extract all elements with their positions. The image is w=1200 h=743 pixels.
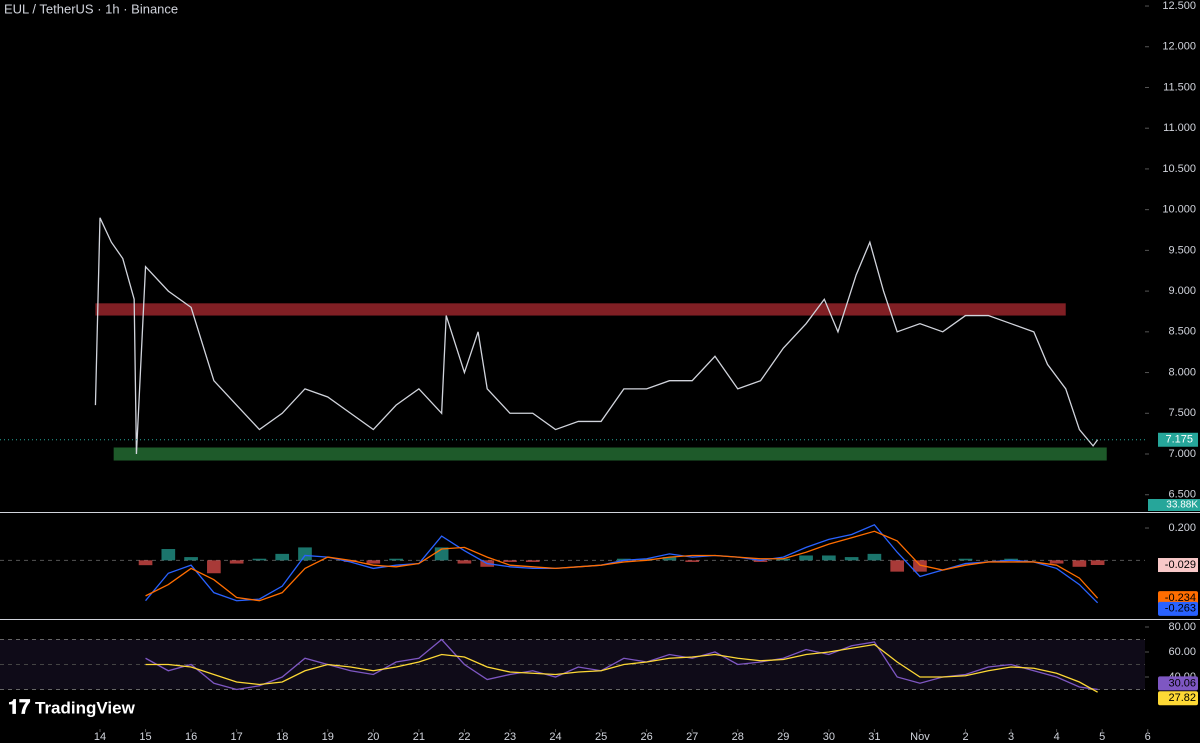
y-tick-label: 80.00 [1168, 621, 1196, 633]
x-tick-label: 31 [868, 731, 880, 743]
histogram-bar [639, 558, 654, 561]
y-tick-label: 60.00 [1168, 646, 1196, 658]
price-tag-label: -0.029 [1165, 559, 1196, 571]
y-tick-label: 6.500 [1168, 489, 1196, 501]
histogram-bar [184, 557, 198, 561]
price-tag [1158, 558, 1198, 573]
y-tick-label: 10.000 [1162, 204, 1196, 216]
histogram-bar [457, 560, 472, 564]
volume-tag [1148, 499, 1200, 511]
x-tick-label: 14 [94, 731, 106, 743]
x-tick-label: 15 [139, 731, 151, 743]
x-tick-label: 16 [185, 731, 197, 743]
price-tag-label: -0.263 [1165, 603, 1196, 615]
price-tag [1158, 676, 1198, 691]
x-tick-label: Nov [910, 731, 930, 743]
x-tick-label: 29 [777, 731, 789, 743]
y-tick-label: 9.000 [1168, 285, 1196, 297]
x-tick-label: 21 [413, 731, 425, 743]
price-tag [1158, 591, 1198, 606]
logo-mark: 𝟏𝟕 [8, 696, 30, 718]
histogram-bar [822, 555, 836, 561]
x-tick-label: 24 [549, 731, 561, 743]
price-tag-label: 27.82 [1168, 692, 1196, 704]
x-tick-label: 22 [458, 731, 470, 743]
x-tick-label: 26 [641, 731, 653, 743]
logo: 𝟏𝟕 TradingView [8, 696, 136, 718]
histogram-bar [617, 558, 631, 561]
histogram-bar [1004, 558, 1018, 561]
x-tick-label: 18 [276, 731, 288, 743]
histogram-bar [867, 553, 882, 561]
x-tick-label: 2 [962, 731, 968, 743]
price-tag [1158, 691, 1198, 706]
histogram-bar [685, 560, 700, 562]
histogram-bar [1072, 560, 1087, 567]
x-tick-label: 30 [823, 731, 835, 743]
y-tick-label: 12.500 [1162, 0, 1196, 12]
volume-label: 33.88K [1166, 500, 1198, 511]
y-tick-label: 11.500 [1163, 81, 1196, 93]
histogram-bar [366, 560, 381, 564]
histogram-bar [844, 557, 859, 561]
histogram-bar [753, 560, 768, 562]
price-tag [1158, 601, 1198, 616]
histogram-bar [207, 560, 221, 574]
y-tick-label: 10.500 [1162, 163, 1196, 175]
x-tick-label: 28 [732, 731, 744, 743]
histogram-bar [389, 558, 403, 561]
histogram-bar [890, 560, 905, 572]
histogram-bar [799, 555, 813, 561]
histogram-bar [343, 560, 358, 562]
price-tag-label: -0.234 [1165, 592, 1196, 604]
histogram-bar [138, 560, 153, 566]
histogram-bar [662, 557, 677, 561]
histogram-bar [1090, 560, 1105, 566]
y-tick-label: 7.500 [1168, 407, 1196, 419]
x-tick-label: 4 [1054, 731, 1060, 743]
chart-title: EUL / TetherUS · 1h · Binance [4, 1, 178, 16]
histogram-bar [776, 558, 791, 561]
price-tag-label: 7.175 [1165, 434, 1193, 446]
x-tick-label: 5 [1099, 731, 1105, 743]
y-tick-label: 7.000 [1168, 448, 1196, 460]
y-tick-label: 8.000 [1168, 366, 1196, 378]
series-line [94, 217, 1099, 455]
histogram-bar [525, 560, 540, 562]
histogram-bar [161, 549, 176, 561]
y-tick-label: 8.500 [1168, 326, 1196, 338]
x-tick-label: 17 [231, 731, 243, 743]
x-tick-label: 27 [686, 731, 698, 743]
y-tick-label: 0.200 [1168, 522, 1196, 534]
y-tick-label: 11.000 [1163, 122, 1196, 134]
brand-name: TradingView [35, 698, 136, 717]
x-tick-label: 19 [322, 731, 334, 743]
histogram-bar [229, 560, 244, 564]
price-tag-label: 30.06 [1168, 677, 1196, 689]
x-tick-label: 25 [595, 731, 607, 743]
x-tick-label: 6 [1145, 731, 1151, 743]
x-tick-label: 3 [1008, 731, 1014, 743]
histogram-bar [275, 553, 290, 561]
y-tick-label: 12.000 [1162, 41, 1196, 53]
histogram-bar [503, 560, 517, 562]
price-tag [1158, 432, 1198, 447]
histogram-bar [1049, 560, 1064, 564]
series-line [145, 530, 1099, 602]
y-tick-label: 9.500 [1168, 244, 1196, 256]
x-tick-label: 23 [504, 731, 516, 743]
zone [113, 447, 1107, 461]
zone [95, 303, 1066, 316]
histogram-bar [252, 558, 267, 561]
histogram-bar [913, 560, 927, 572]
histogram-bar [298, 547, 312, 561]
series-line [145, 643, 1098, 693]
x-tick-label: 20 [367, 731, 379, 743]
histogram-bar [958, 558, 973, 561]
